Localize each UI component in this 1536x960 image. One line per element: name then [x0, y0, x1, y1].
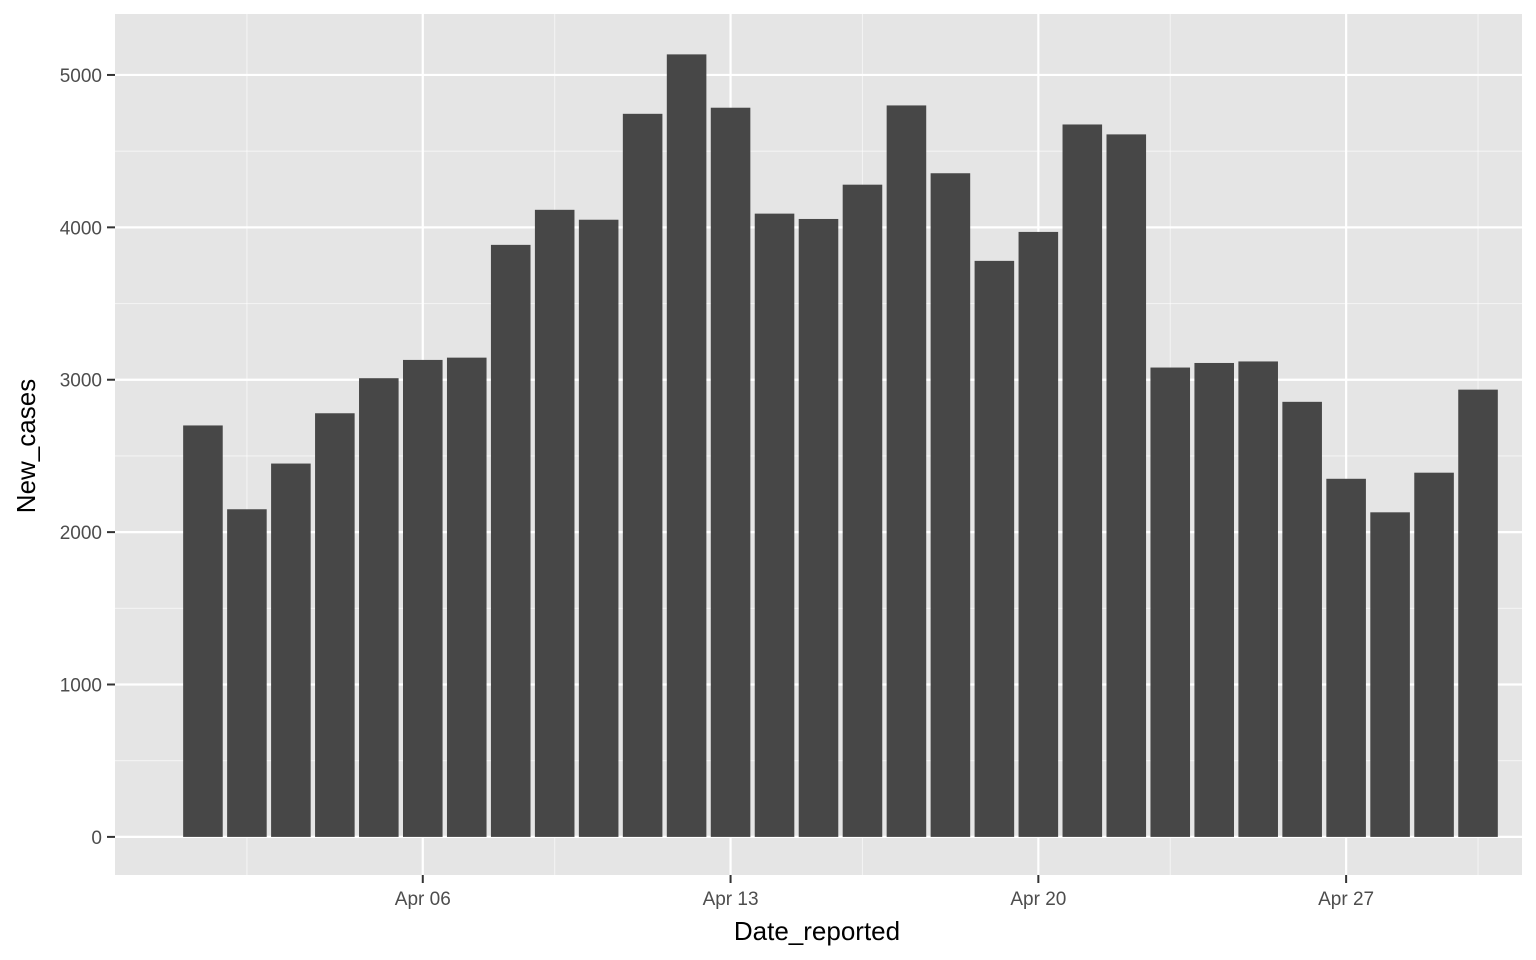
x-tick-label: Apr 27: [1318, 889, 1374, 910]
bar: [271, 463, 311, 837]
bar: [842, 184, 883, 837]
y-tick-label: 0: [91, 828, 102, 849]
bar: [446, 357, 487, 837]
bar: [930, 173, 971, 837]
bar: [1370, 512, 1410, 837]
bar: [359, 378, 399, 837]
x-tick-label: Apr 06: [395, 889, 451, 910]
y-axis: 0 1000 2000 3000 4000 5000: [60, 66, 115, 849]
bar: [1414, 472, 1454, 837]
bar: [1282, 401, 1322, 837]
bar: [1150, 367, 1191, 837]
bar: [490, 244, 531, 837]
y-tick-label: 1000: [60, 676, 102, 697]
bar: [1326, 478, 1366, 837]
bar: [578, 219, 619, 837]
bar: [886, 105, 927, 837]
bar: [754, 213, 795, 837]
bar: [710, 107, 751, 837]
x-tick-label: Apr 20: [1010, 889, 1066, 910]
bar: [1458, 389, 1498, 837]
bar: [183, 425, 223, 837]
bars: [183, 54, 1498, 837]
bar: [622, 113, 663, 837]
bar: [227, 509, 267, 837]
bar: [974, 260, 1015, 837]
bar: [1238, 361, 1278, 837]
bar: [798, 218, 839, 837]
x-axis-title: Date_reported: [734, 916, 900, 946]
x-tick-label: Apr 13: [703, 889, 759, 910]
y-tick-label: 3000: [60, 371, 102, 392]
bar: [534, 209, 575, 837]
bar: [315, 413, 355, 837]
bar: [1106, 134, 1147, 837]
y-axis-title: New_cases: [11, 379, 41, 513]
x-axis: Apr 06 Apr 13 Apr 20 Apr 27: [395, 875, 1374, 910]
y-tick-label: 4000: [60, 218, 102, 239]
y-tick-label: 2000: [60, 523, 102, 544]
bar: [402, 359, 443, 837]
bar: [1018, 231, 1059, 837]
y-tick-label: 5000: [60, 66, 102, 87]
bar: [1194, 362, 1235, 837]
bar: [1062, 124, 1103, 837]
bar: [666, 54, 707, 837]
